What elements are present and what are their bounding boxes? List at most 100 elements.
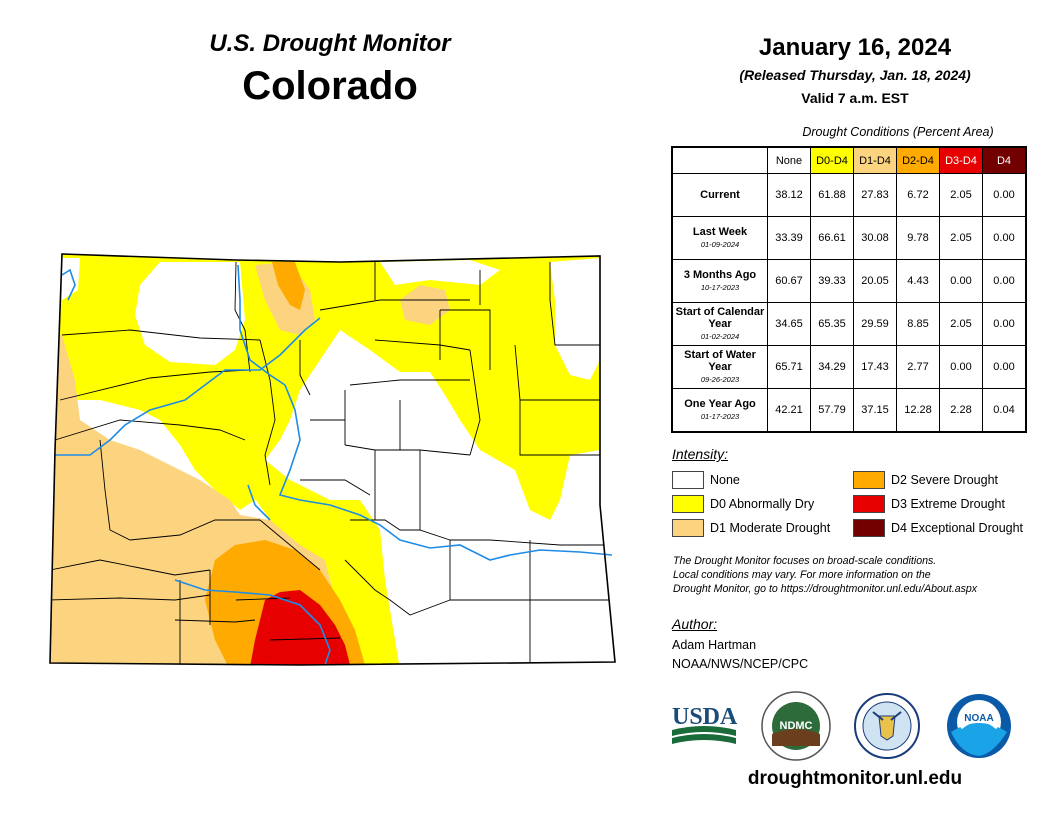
table-cell: 34.65 <box>767 302 811 346</box>
table-cell: 27.83 <box>853 173 897 217</box>
table-cell: 65.71 <box>767 345 811 389</box>
author-title: Author: <box>672 616 718 632</box>
table-cell: 33.39 <box>767 216 811 260</box>
author-org: NOAA/NWS/NCEP/CPC <box>672 657 809 671</box>
table-cell: 30.08 <box>853 216 897 260</box>
area-none-nw <box>135 262 245 365</box>
disclaimer-line: Local conditions may vary. For more info… <box>673 569 931 581</box>
legend-swatch <box>853 471 885 489</box>
table-cell: 0.00 <box>939 259 983 303</box>
legend-swatch <box>672 471 704 489</box>
map-date: January 16, 2024 <box>758 34 952 61</box>
disclaimer-line: Drought Monitor, go to https://droughtmo… <box>673 583 978 595</box>
area-none-ne <box>380 260 500 285</box>
row-label: Start of Water Year 09-26-2023 <box>671 345 768 389</box>
table-cell: 6.72 <box>896 173 940 217</box>
legend-swatch <box>672 495 704 513</box>
col-header-d4: D4 <box>982 146 1027 174</box>
table-cell: 0.04 <box>982 388 1027 433</box>
legend-label: D1 Moderate Drought <box>710 521 831 535</box>
table-cell: 39.33 <box>810 259 854 303</box>
table-cell: 2.05 <box>939 302 983 346</box>
col-header-d0-d4: D0-D4 <box>810 146 854 174</box>
rivers <box>55 264 613 666</box>
legend-swatch <box>672 519 704 537</box>
county-lines <box>50 261 615 665</box>
svg-text:NOAA: NOAA <box>964 713 993 724</box>
release-date: (Released Thursday, Jan. 18, 2024) <box>739 67 971 83</box>
table-cell: 42.21 <box>767 388 811 433</box>
table-cell: 12.28 <box>896 388 940 433</box>
noaa-logo-icon: NOAA <box>947 694 1011 758</box>
table-row: Current 38.12 61.88 27.83 6.72 2.05 0.00 <box>671 173 1027 217</box>
table-cell: 20.05 <box>853 259 897 303</box>
table-cell: 37.15 <box>853 388 897 433</box>
svg-text:NDMC: NDMC <box>780 720 813 732</box>
table-header-row: None D0-D4 D1-D4 D2-D4 D3-D4 D4 <box>672 146 1027 174</box>
table-cell: 0.00 <box>982 345 1027 389</box>
valid-time: Valid 7 a.m. EST <box>801 90 909 106</box>
table-cell: 2.05 <box>939 173 983 217</box>
col-header-d3-d4: D3-D4 <box>939 146 983 174</box>
legend-swatch <box>853 495 885 513</box>
map-title: Colorado <box>242 64 418 108</box>
row-label: Start of Calendar Year 01-02-2024 <box>671 302 768 346</box>
row-date: 10-17-2023 <box>700 282 740 292</box>
map-subtitle: U.S. Drought Monitor <box>209 30 451 57</box>
table-cell: 65.35 <box>810 302 854 346</box>
table-cell: 8.85 <box>896 302 940 346</box>
legend-label: D3 Extreme Drought <box>891 497 1005 511</box>
table-cell: 17.43 <box>853 345 897 389</box>
row-label: 3 Months Ago 10-17-2023 <box>671 259 768 303</box>
area-none-nw-corner <box>62 258 80 300</box>
legend-label: D4 Exceptional Drought <box>891 521 1024 535</box>
table-cell: 2.05 <box>939 216 983 260</box>
table-cell: 0.00 <box>982 302 1027 346</box>
table-cell: 34.29 <box>810 345 854 389</box>
row-date: 01-17-2023 <box>700 411 740 421</box>
table-cell: 66.61 <box>810 216 854 260</box>
area-none-ne2 <box>550 258 600 380</box>
state-boundary <box>49 253 616 666</box>
row-date: 01-09-2024 <box>700 239 740 249</box>
usda-logo-icon: USDA <box>672 704 738 744</box>
table-cell: 29.59 <box>853 302 897 346</box>
disclaimer-line: The Drought Monitor focuses on broad-sca… <box>673 555 937 567</box>
table-cell: 9.78 <box>896 216 940 260</box>
ndmc-logo-icon: NDMC <box>761 691 831 761</box>
footer-url-link[interactable]: droughtmonitor.unl.edu <box>747 768 963 789</box>
area-d3-south <box>250 590 350 665</box>
table-row: 3 Months Ago 10-17-2023 60.67 39.33 20.05… <box>671 259 1027 303</box>
svg-text:USDA: USDA <box>672 704 738 730</box>
disclaimer: The Drought Monitor focuses on broad-sca… <box>673 554 1048 596</box>
row-date: 01-02-2024 <box>700 331 740 341</box>
legend-label: D2 Severe Drought <box>891 473 999 487</box>
legend-swatch <box>853 519 885 537</box>
table-caption: Drought Conditions (Percent Area) <box>802 125 994 139</box>
table-cell: 61.88 <box>810 173 854 217</box>
table-cell: 60.67 <box>767 259 811 303</box>
table-cell: 0.00 <box>939 345 983 389</box>
table-row: One Year Ago 01-17-2023 42.21 57.79 37.15… <box>671 388 1027 433</box>
table-cell: 2.28 <box>939 388 983 433</box>
table-row: Last Week 01-09-2024 33.39 66.61 30.08 9.… <box>671 216 1027 260</box>
legend-label: D0 Abnormally Dry <box>710 497 815 511</box>
legend-title: Intensity: <box>672 446 729 462</box>
table-cell: 4.43 <box>896 259 940 303</box>
col-header-d1-d4: D1-D4 <box>853 146 897 174</box>
table-cell: 0.00 <box>982 259 1027 303</box>
table-row: Start of Water Year 09-26-2023 65.71 34.2… <box>671 345 1027 389</box>
row-label: One Year Ago 01-17-2023 <box>671 388 768 433</box>
table-cell: 0.00 <box>982 173 1027 217</box>
drought-conditions-table: None D0-D4 D1-D4 D2-D4 D3-D4 D4 Current … <box>671 146 1027 433</box>
table-cell: 57.79 <box>810 388 854 433</box>
commerce-seal-icon <box>854 693 920 759</box>
row-label: Current <box>671 173 768 217</box>
table-cell: 38.12 <box>767 173 811 217</box>
col-header-d2-d4: D2-D4 <box>896 146 940 174</box>
table-cell: 0.00 <box>982 216 1027 260</box>
row-label: Last Week 01-09-2024 <box>671 216 768 260</box>
col-header-none: None <box>767 146 811 174</box>
area-none-sv <box>285 390 340 470</box>
area-d2-north <box>272 262 305 310</box>
